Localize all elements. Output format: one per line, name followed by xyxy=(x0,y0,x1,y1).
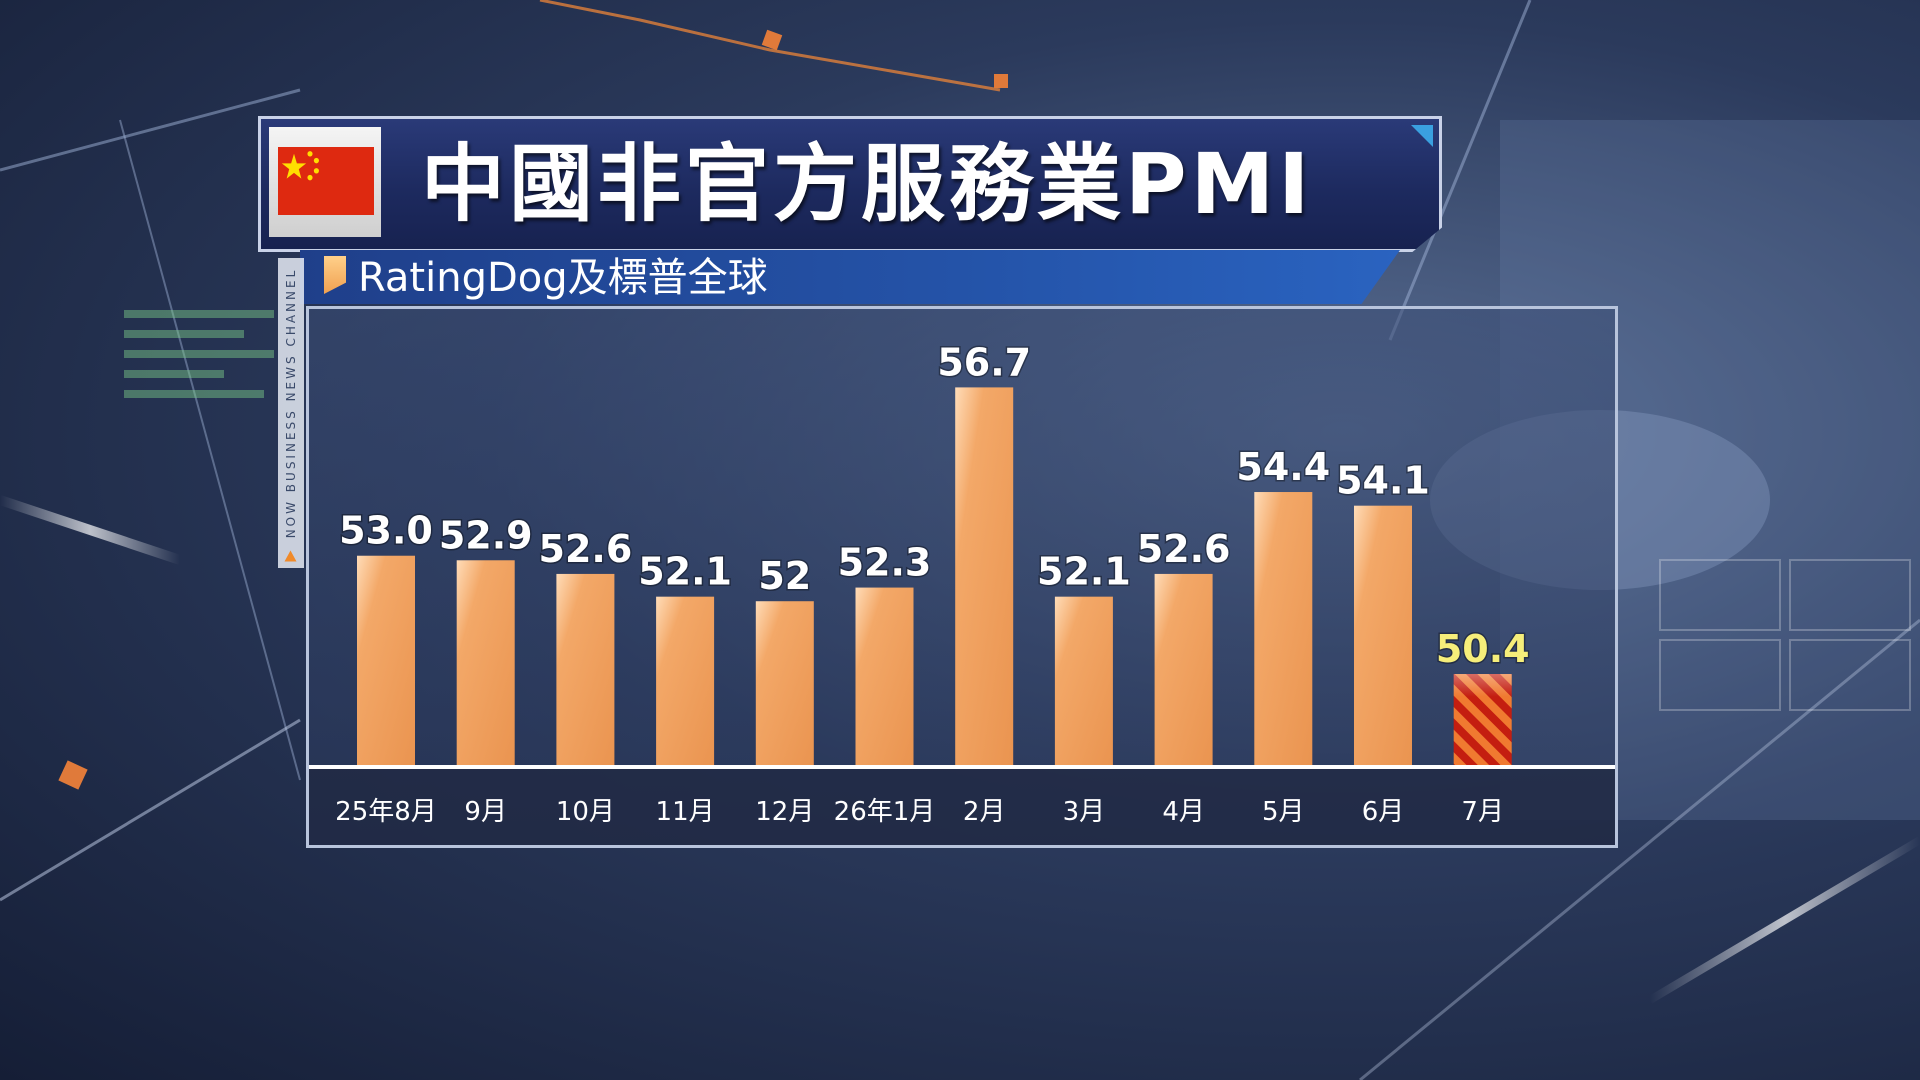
category-label-1: 9月 xyxy=(464,797,507,827)
category-label-band xyxy=(309,769,1615,845)
bar-9 xyxy=(1254,492,1313,765)
title-banner: 中國非官方服務業PMI xyxy=(258,116,1442,252)
value-label-1: 52.9 xyxy=(439,513,533,557)
bar-2 xyxy=(556,573,615,765)
category-label-7: 3月 xyxy=(1063,797,1106,827)
bar-7 xyxy=(1054,596,1113,765)
category-label-2: 10月 xyxy=(556,797,615,827)
value-label-11: 50.4 xyxy=(1436,627,1530,671)
bar-1 xyxy=(456,560,515,765)
bar-chart: 53.0 25年8月 52.9 9月 52.6 10月 52.1 11月 52 12月 52.3 26… xyxy=(309,339,1615,827)
bar-4 xyxy=(755,601,814,765)
corner-accent xyxy=(1411,125,1433,147)
value-label-9: 54.4 xyxy=(1236,445,1330,489)
bar-shade-11 xyxy=(1453,674,1512,765)
category-label-4: 12月 xyxy=(755,797,814,827)
category-label-0: 25年8月 xyxy=(335,797,437,827)
value-label-10: 54.1 xyxy=(1336,459,1430,503)
source-strip: RatingDog及標普全球 xyxy=(300,250,1400,304)
chart-panel: 53.0 25年8月 52.9 9月 52.6 10月 52.1 11月 52 12月 52.3 26… xyxy=(306,306,1618,848)
category-label-8: 4月 xyxy=(1162,797,1205,827)
channel-strip: NOW BUSINESS NEWS CHANNEL xyxy=(278,258,304,568)
value-label-5: 52.3 xyxy=(838,541,932,585)
channel-arrow-icon xyxy=(284,550,297,562)
category-label-6: 2月 xyxy=(963,797,1006,827)
channel-label: NOW BUSINESS NEWS CHANNEL xyxy=(284,267,298,539)
value-label-7: 52.1 xyxy=(1037,550,1131,594)
bar-10 xyxy=(1354,505,1412,765)
value-label-0: 53.0 xyxy=(339,509,433,553)
value-label-6: 56.7 xyxy=(937,340,1031,384)
chart-title: 中國非官方服務業PMI xyxy=(421,135,1314,233)
bar-6 xyxy=(955,387,1014,765)
chart-source: RatingDog及標普全球 xyxy=(358,255,768,301)
category-label-9: 5月 xyxy=(1262,797,1305,827)
category-label-11: 7月 xyxy=(1461,797,1504,827)
source-marker-icon xyxy=(324,256,346,294)
flag-frame xyxy=(269,127,381,237)
value-label-3: 52.1 xyxy=(638,550,732,594)
value-label-8: 52.6 xyxy=(1137,527,1231,571)
bar-5 xyxy=(855,587,914,765)
bar-8 xyxy=(1154,573,1213,765)
value-label-2: 52.6 xyxy=(539,527,633,571)
bar-0 xyxy=(357,555,415,765)
bar-3 xyxy=(656,596,715,765)
category-label-10: 6月 xyxy=(1362,797,1405,827)
category-label-5: 26年1月 xyxy=(834,797,936,827)
china-flag-icon xyxy=(278,147,374,215)
category-label-3: 11月 xyxy=(656,797,715,827)
value-label-4: 52 xyxy=(758,554,811,598)
